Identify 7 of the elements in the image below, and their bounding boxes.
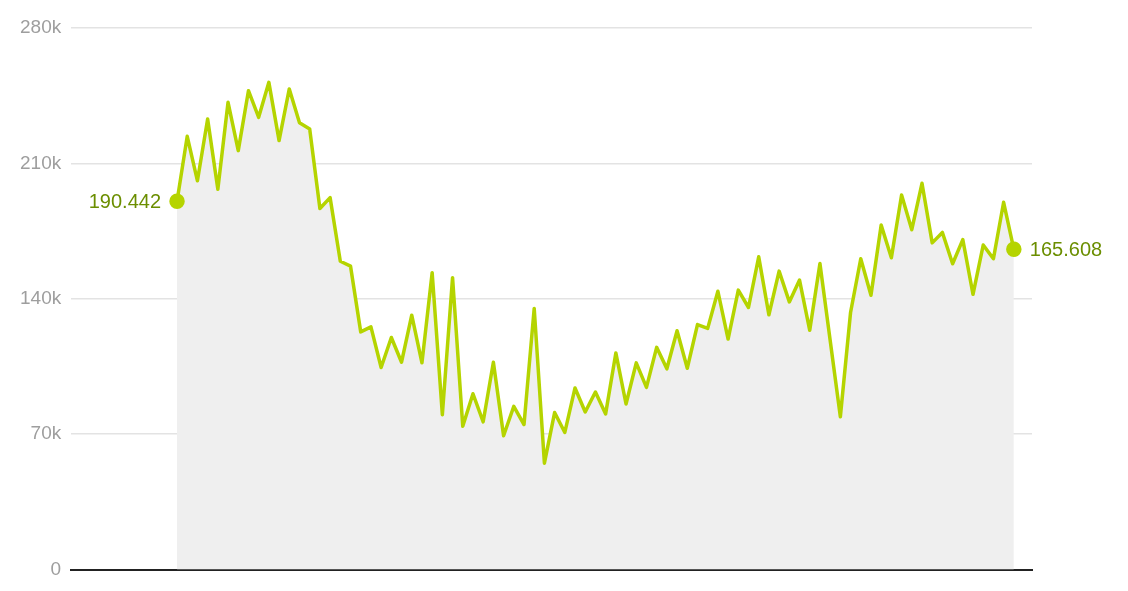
data-label: 165.608 <box>1029 237 1103 260</box>
y-tick-label: 280k <box>20 16 62 38</box>
data-label: 190.442 <box>88 189 162 212</box>
y-tick-label: 210k <box>20 151 62 173</box>
y-tick-label: 0 <box>50 557 62 579</box>
y-tick-label: 140k <box>20 287 62 309</box>
y-tick-label: 70k <box>30 422 62 444</box>
